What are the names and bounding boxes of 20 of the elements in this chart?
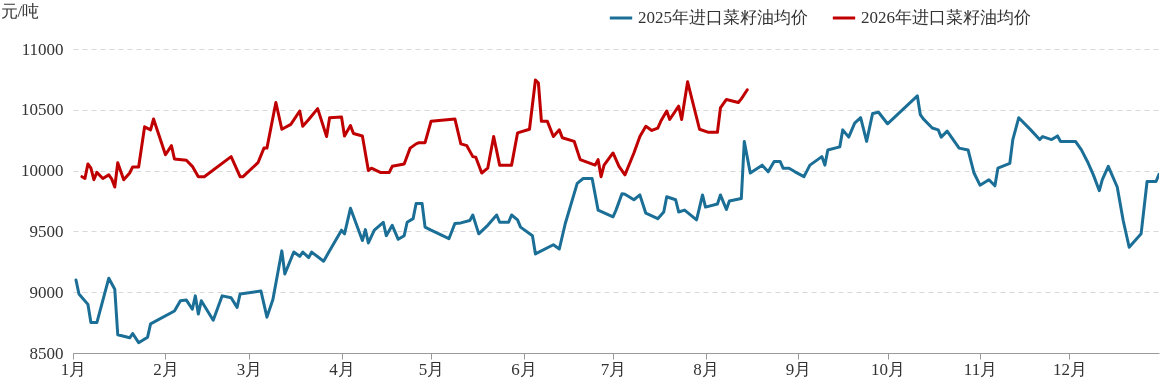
legend-label: 2025年进口菜籽油均价: [638, 8, 808, 27]
x-tick-label: 2月: [153, 359, 179, 379]
x-tick-label: 7月: [600, 359, 627, 379]
y-tick-label: 9500: [29, 221, 64, 241]
x-tick-label: 12月: [1052, 359, 1087, 379]
x-tick-label: 4月: [329, 359, 355, 379]
line-series: [80, 78, 749, 189]
x-tick-label: 8月: [693, 359, 719, 379]
y-axis-title: 元/吨: [0, 1, 40, 21]
x-tick-label: 6月: [511, 359, 537, 379]
x-tick-label: 3月: [236, 359, 263, 379]
legend-label: 2026年进口菜籽油均价: [861, 8, 1031, 27]
y-tick-label: 9000: [29, 282, 64, 302]
y-tick-label: 11000: [21, 39, 64, 59]
x-tick-label: 11月: [963, 359, 998, 379]
y-tick-label: 10000: [21, 161, 64, 181]
x-tick-label: 5月: [418, 359, 445, 379]
y-tick-label: 10500: [21, 100, 64, 120]
x-tick-label: 9月: [785, 359, 812, 379]
x-tick-label: 10月: [871, 359, 905, 379]
